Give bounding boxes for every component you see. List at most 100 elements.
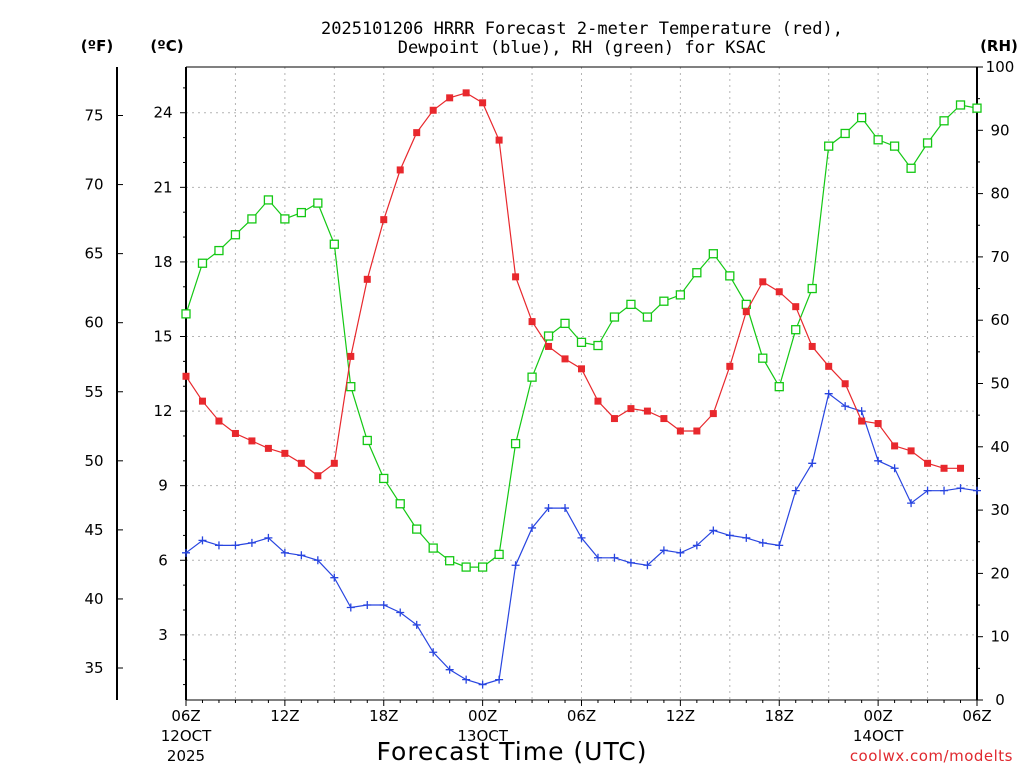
temperature-point — [545, 342, 553, 350]
dewpoint-point — [791, 486, 800, 495]
x-tick-label-time: 12Z — [666, 707, 695, 725]
rh-point — [280, 214, 290, 224]
temperature-point — [380, 216, 388, 224]
rh-point — [263, 195, 274, 205]
temperature-point — [676, 427, 684, 435]
grid-lines — [186, 67, 977, 700]
dewpoint-point — [577, 533, 586, 542]
celsius-tick-label: 15 — [153, 328, 172, 346]
dewpoint-point — [182, 548, 190, 557]
rh-point — [972, 103, 982, 113]
dewpoint-point — [511, 561, 520, 570]
rh-tick-label: 20 — [990, 564, 1009, 582]
fahrenheit-tick-label: 40 — [84, 590, 103, 608]
rh-point — [362, 435, 372, 446]
rh-point — [543, 331, 554, 341]
temperature-point — [825, 362, 833, 370]
temperature-point — [479, 99, 487, 107]
temperature-point — [314, 472, 322, 480]
rh-point — [922, 138, 933, 148]
rh-point — [659, 296, 669, 306]
dewpoint-point — [297, 551, 306, 560]
temperature-point — [215, 417, 223, 425]
rh-point — [626, 299, 636, 310]
temperature-point — [462, 89, 470, 97]
rh-tick-label: 60 — [990, 311, 1009, 329]
rh-tick-label: 40 — [990, 438, 1009, 456]
rh-tick-label: 0 — [995, 691, 1005, 709]
dewpoint-point — [923, 486, 932, 495]
temperature-point — [347, 352, 355, 360]
rh-point — [494, 549, 504, 560]
dewpoint-point — [462, 675, 471, 684]
rh-point — [840, 128, 850, 139]
dewpoint-point — [626, 558, 635, 567]
dewpoint-point — [214, 541, 223, 550]
rh-point — [527, 372, 537, 382]
celsius-unit-label: (ºC) — [150, 37, 183, 55]
fahrenheit-tick-label: 70 — [84, 176, 103, 194]
dewpoint-point — [528, 523, 537, 532]
x-tick-label-time: 06Z — [171, 707, 200, 725]
temperature-point — [891, 442, 899, 450]
temperature-line — [185, 92, 961, 477]
rh-tick-label: 10 — [990, 628, 1009, 646]
rh-point — [692, 268, 702, 278]
temperature-point — [759, 278, 767, 286]
temperature-point — [726, 362, 734, 370]
rh-point — [477, 562, 488, 572]
rh-tick-label: 70 — [990, 248, 1009, 266]
x-tick-label-date: 14OCT — [853, 727, 904, 745]
dewpoint-series — [182, 389, 981, 689]
rh-tick-label: 100 — [986, 58, 1015, 76]
rh-point — [576, 337, 587, 348]
rh-point — [609, 312, 620, 322]
temperature-point — [264, 444, 272, 452]
dewpoint-point — [692, 541, 701, 550]
temperature-point — [413, 129, 421, 137]
rh-point — [296, 207, 307, 218]
rh-point — [379, 473, 389, 484]
dewpoint-point — [231, 541, 240, 550]
celsius-tick-label: 24 — [153, 104, 172, 122]
rh-point — [889, 141, 900, 151]
rh-point — [774, 382, 784, 392]
temperature-point — [231, 429, 239, 437]
x-tick-label-time: 00Z — [863, 707, 892, 725]
rh-tick-label: 90 — [990, 121, 1009, 139]
rh-point — [955, 100, 966, 110]
dewpoint-point — [824, 389, 833, 398]
dewpoint-point — [907, 499, 916, 508]
x-tick-label-time: 06Z — [962, 707, 991, 725]
data-series — [181, 89, 982, 689]
dewpoint-point — [346, 603, 355, 612]
rh-point — [445, 556, 455, 566]
dewpoint-point — [956, 484, 965, 493]
temperature-point — [858, 417, 866, 425]
temperature-point — [940, 464, 948, 472]
x-tick-label-time: 18Z — [765, 707, 794, 725]
rh-point — [395, 499, 405, 509]
fahrenheit-unit-label: (ºF) — [81, 37, 113, 55]
temperature-point — [643, 407, 651, 415]
celsius-tick-label: 6 — [158, 551, 168, 569]
rh-point — [708, 249, 718, 259]
rh-point — [807, 283, 817, 294]
dewpoint-point — [429, 648, 438, 657]
rh-point — [412, 524, 422, 534]
dewpoint-point — [561, 504, 570, 513]
temperature-point — [792, 303, 800, 311]
dewpoint-point — [313, 556, 322, 565]
dewpoint-point — [659, 546, 668, 555]
rh-point — [329, 239, 339, 249]
rh-point — [346, 382, 356, 392]
temperature-point — [248, 437, 256, 445]
x-tick-label-date: 13OCT — [457, 727, 508, 745]
dewpoint-point — [890, 464, 899, 473]
rh-point — [197, 258, 208, 268]
x-tick-label-date: 12OCT — [161, 727, 212, 745]
x-tick-label-time: 06Z — [567, 707, 596, 725]
temperature-point — [330, 459, 338, 467]
credit-text[interactable]: coolwx.com/modelts — [850, 747, 1013, 765]
